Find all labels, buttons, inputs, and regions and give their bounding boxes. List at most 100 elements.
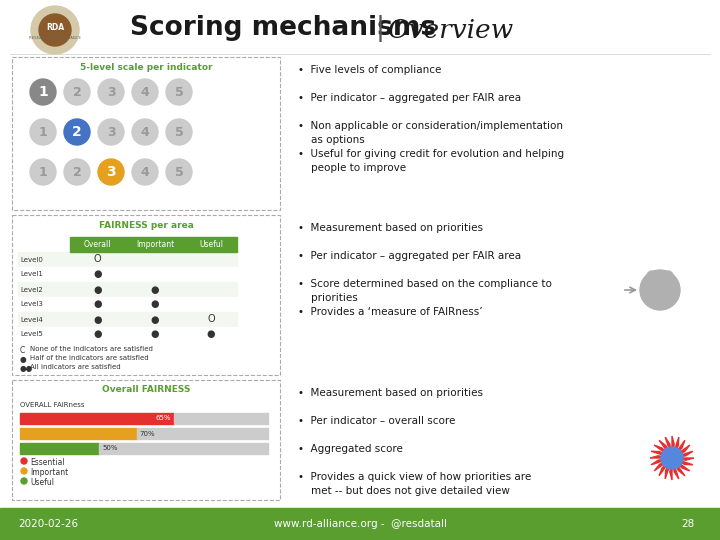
Text: 1: 1: [38, 85, 48, 99]
Polygon shape: [659, 458, 672, 476]
Text: 1: 1: [39, 125, 48, 138]
Text: Level4: Level4: [20, 316, 42, 322]
Polygon shape: [672, 458, 694, 460]
Text: priorities: priorities: [298, 293, 358, 303]
Circle shape: [132, 79, 158, 105]
Text: ●: ●: [94, 300, 102, 309]
Circle shape: [132, 159, 158, 185]
Circle shape: [647, 271, 657, 281]
Bar: [18, 327, 237, 342]
Text: 65%: 65%: [156, 415, 171, 422]
Text: Level1: Level1: [20, 272, 43, 278]
Text: Overall FAIRNESS: Overall FAIRNESS: [102, 386, 190, 395]
Circle shape: [166, 79, 192, 105]
FancyBboxPatch shape: [12, 215, 280, 375]
Text: www.rd-alliance.org -  @resdatall: www.rd-alliance.org - @resdatall: [274, 519, 446, 529]
Text: 4: 4: [140, 165, 149, 179]
Polygon shape: [665, 458, 672, 479]
Circle shape: [663, 271, 673, 281]
Text: OVERALL FAIRness: OVERALL FAIRness: [20, 402, 84, 408]
Text: •  Per indicator – aggregated per FAIR area: • Per indicator – aggregated per FAIR ar…: [298, 251, 521, 261]
Circle shape: [64, 119, 90, 145]
Text: •  Score determined based on the compliance to: • Score determined based on the complian…: [298, 279, 552, 289]
Text: ●: ●: [94, 329, 102, 340]
Polygon shape: [654, 445, 672, 458]
Text: Level0: Level0: [20, 256, 43, 262]
Text: Important: Important: [30, 468, 68, 477]
Text: ●: ●: [94, 269, 102, 280]
Text: 3: 3: [106, 165, 116, 179]
Bar: [185, 237, 237, 252]
Text: None of the indicators are satisfied: None of the indicators are satisfied: [30, 346, 153, 352]
Text: ●: ●: [94, 285, 102, 294]
Polygon shape: [650, 456, 672, 458]
Text: ●●: ●●: [20, 364, 33, 373]
Text: people to improve: people to improve: [298, 163, 406, 173]
Bar: [20, 443, 99, 454]
Text: 2: 2: [72, 125, 82, 139]
Bar: [99, 443, 268, 454]
Polygon shape: [651, 451, 672, 458]
Text: |: |: [376, 15, 385, 42]
Bar: [18, 312, 237, 327]
Polygon shape: [672, 458, 693, 465]
Bar: [125, 237, 185, 252]
Text: Useful: Useful: [30, 478, 54, 487]
Text: 1: 1: [39, 165, 48, 179]
Text: 70%: 70%: [140, 430, 156, 436]
Text: RDA: RDA: [46, 23, 64, 31]
Polygon shape: [672, 458, 679, 479]
Circle shape: [640, 270, 680, 310]
Text: •  Per indicator – overall score: • Per indicator – overall score: [298, 416, 455, 426]
Text: Useful: Useful: [199, 240, 223, 249]
Text: All indicators are satisfied: All indicators are satisfied: [30, 364, 121, 370]
Circle shape: [98, 159, 124, 185]
Circle shape: [21, 458, 27, 464]
Text: ●: ●: [150, 300, 159, 309]
Text: ●: ●: [150, 285, 159, 294]
Text: 50%: 50%: [102, 446, 118, 451]
Text: Scoring mechanisms: Scoring mechanisms: [130, 15, 436, 41]
Text: O: O: [94, 254, 102, 265]
Text: Overall: Overall: [84, 240, 112, 249]
Text: •  Per indicator – aggregated per FAIR area: • Per indicator – aggregated per FAIR ar…: [298, 93, 521, 103]
Polygon shape: [672, 437, 679, 458]
Text: ●: ●: [20, 355, 27, 364]
Text: FAIRNESS per area: FAIRNESS per area: [99, 220, 194, 230]
Text: met -- but does not give detailed view: met -- but does not give detailed view: [298, 486, 510, 496]
Polygon shape: [672, 445, 690, 458]
FancyBboxPatch shape: [12, 380, 280, 500]
Text: ●: ●: [150, 329, 159, 340]
Polygon shape: [651, 458, 672, 465]
Polygon shape: [672, 458, 685, 476]
Text: 4: 4: [140, 85, 149, 98]
Circle shape: [132, 119, 158, 145]
Text: 5: 5: [175, 85, 184, 98]
Text: ●: ●: [150, 314, 159, 325]
Text: ●: ●: [94, 314, 102, 325]
Polygon shape: [672, 440, 685, 458]
Text: 2020-02-26: 2020-02-26: [18, 519, 78, 529]
Text: 4: 4: [140, 125, 149, 138]
Bar: [18, 252, 237, 267]
Text: •  Measurement based on priorities: • Measurement based on priorities: [298, 388, 483, 398]
Circle shape: [98, 79, 124, 105]
Circle shape: [39, 14, 71, 46]
Text: 5: 5: [175, 165, 184, 179]
Text: 3: 3: [107, 85, 115, 98]
Text: Level2: Level2: [20, 287, 42, 293]
Circle shape: [31, 6, 79, 54]
Polygon shape: [672, 458, 690, 471]
Text: ●: ●: [207, 329, 215, 340]
Text: 2: 2: [73, 85, 81, 98]
Text: Level3: Level3: [20, 301, 43, 307]
Text: C: C: [20, 346, 25, 355]
FancyBboxPatch shape: [12, 57, 280, 210]
Text: Essential: Essential: [30, 458, 65, 467]
Polygon shape: [672, 436, 674, 458]
Bar: [18, 297, 237, 312]
Text: O: O: [207, 314, 215, 325]
Bar: [174, 413, 268, 424]
Circle shape: [64, 79, 90, 105]
Text: Half of the indicators are satisfied: Half of the indicators are satisfied: [30, 355, 148, 361]
